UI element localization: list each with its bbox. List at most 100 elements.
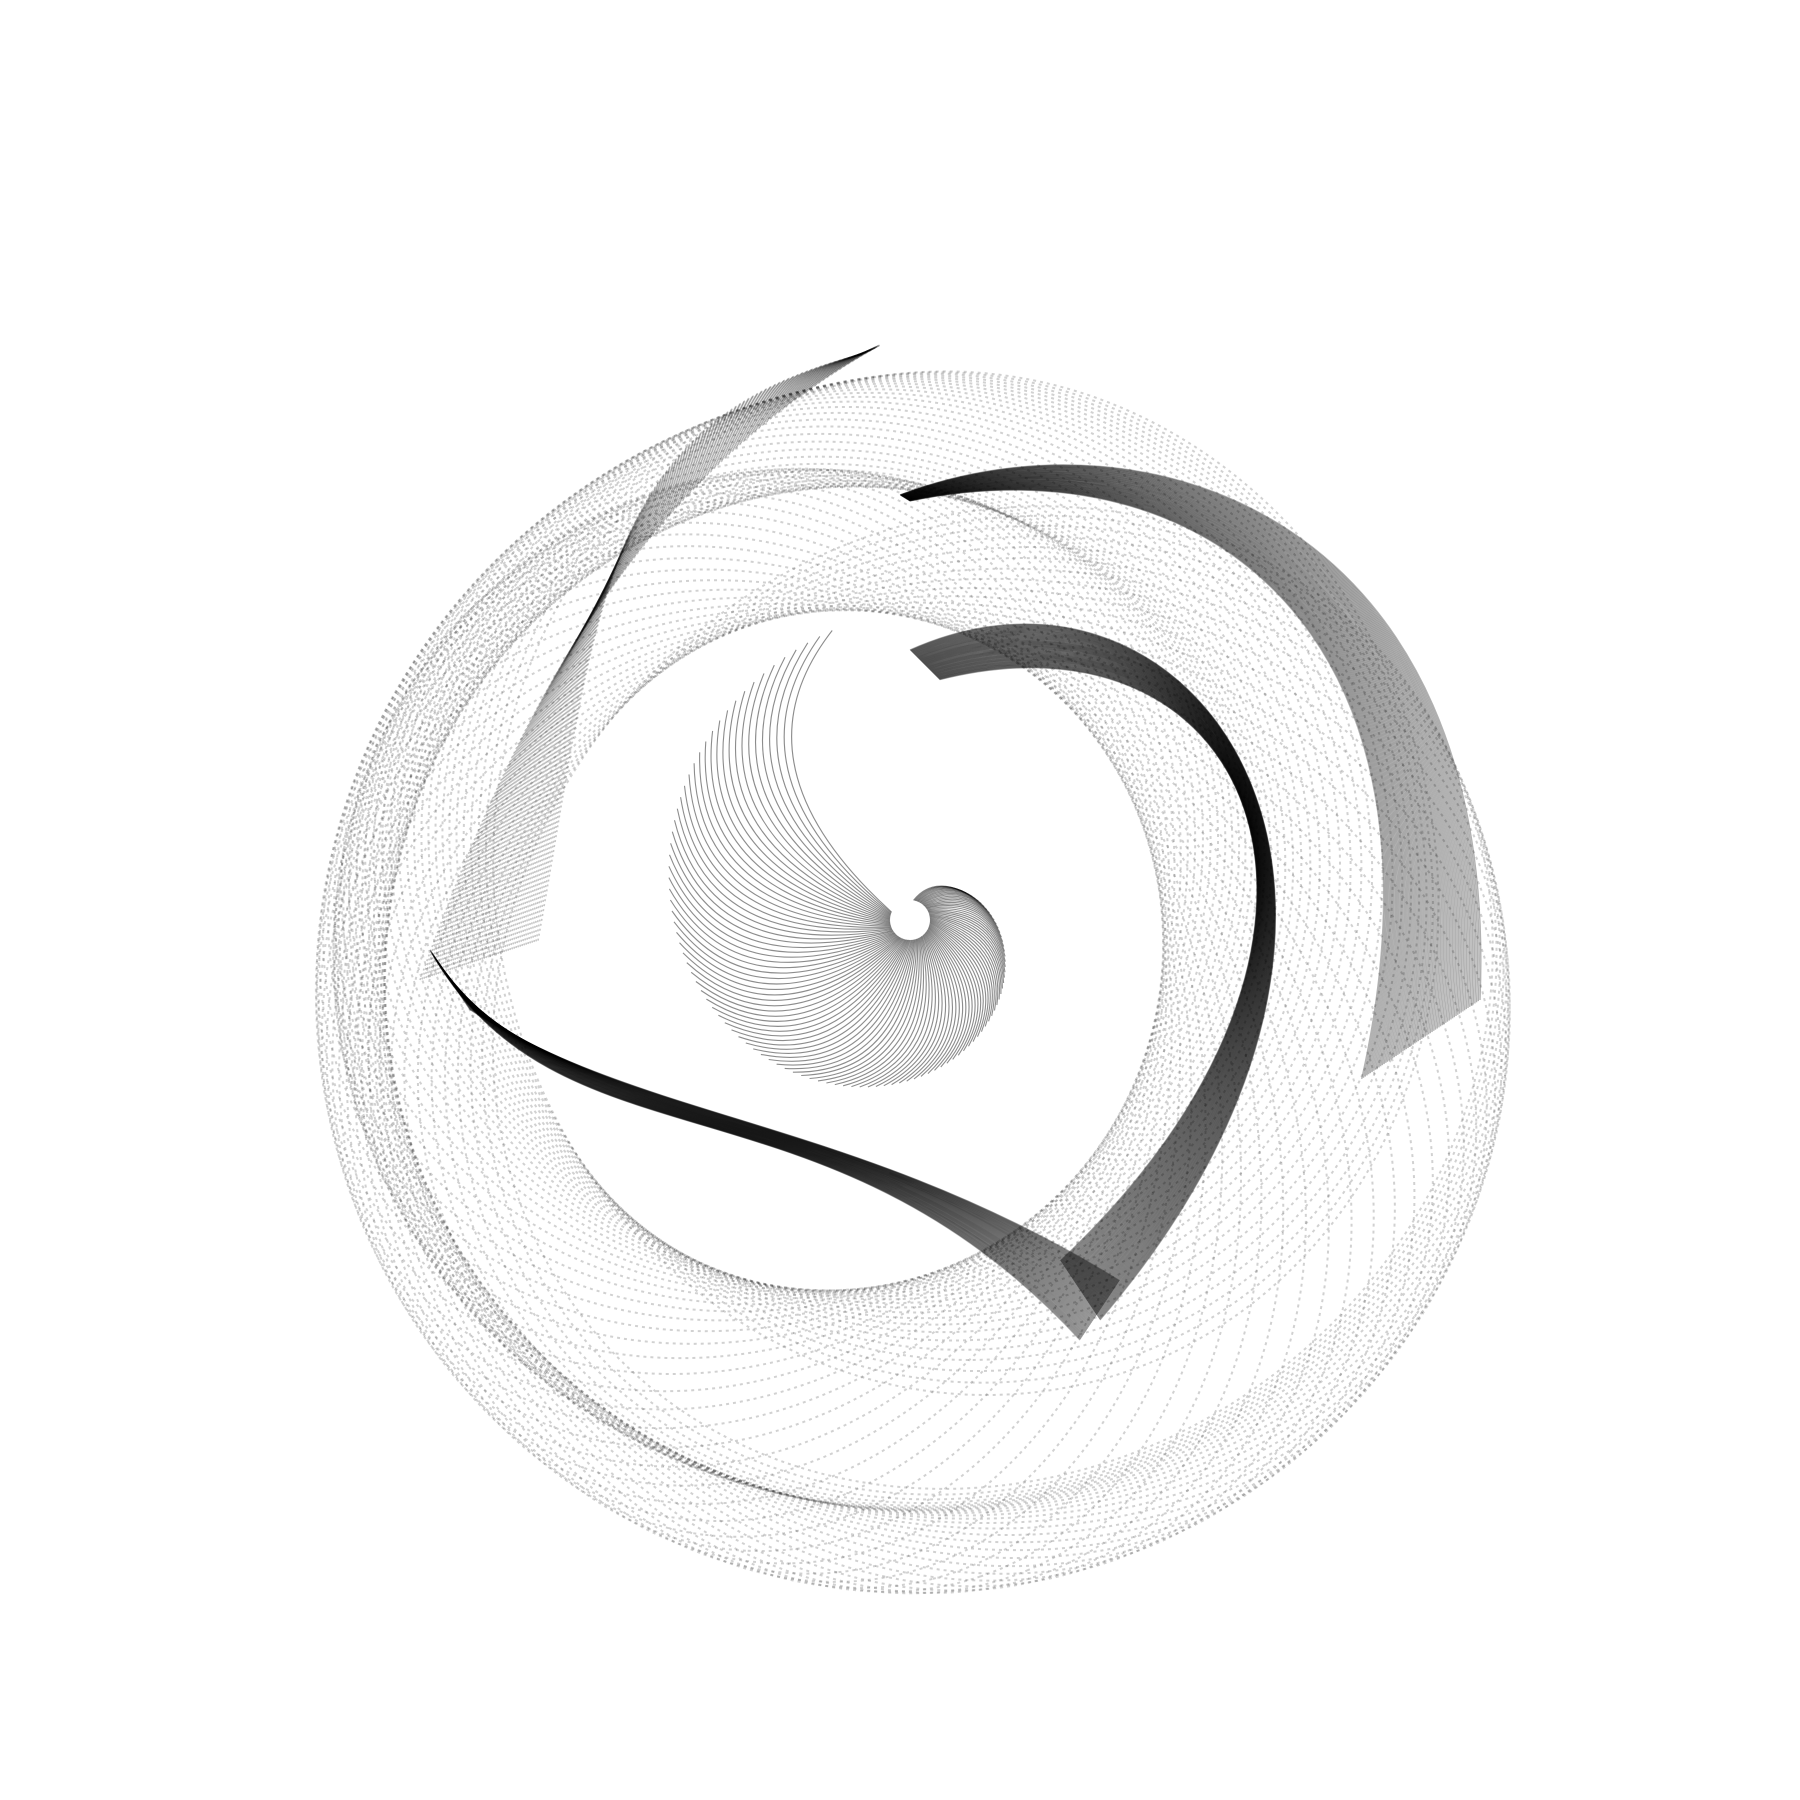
crescent-band-line xyxy=(914,630,1273,1312)
right-lobe-line xyxy=(905,479,1426,1043)
lower-wave-line xyxy=(439,964,1091,1326)
lower-wave-line xyxy=(459,994,1111,1296)
spiral-fan-line xyxy=(676,932,899,985)
flame-sweep-line xyxy=(491,350,869,957)
spiral-fan-line xyxy=(690,937,902,1007)
right-lobe-line xyxy=(899,464,1480,1002)
crescent-band-line xyxy=(915,631,1273,1310)
spiral-fan-line xyxy=(776,939,914,1066)
flame-sweep-line xyxy=(495,350,868,955)
crescent-band-line xyxy=(929,652,1263,1282)
flame-sweep-line xyxy=(423,344,880,979)
spiral-fan-line xyxy=(686,937,902,1001)
spiral-fan-line xyxy=(920,930,957,1077)
crescent-band-line xyxy=(931,655,1262,1278)
faint-ring xyxy=(413,395,1341,1305)
spiral-fan-line xyxy=(728,700,891,921)
spiral-fan-line xyxy=(676,808,893,933)
spiral-fan-line xyxy=(926,930,960,1074)
spiral-fan-line xyxy=(711,939,906,1027)
right-lobe-line xyxy=(907,483,1407,1059)
spiral-fan-line xyxy=(927,927,970,1064)
lower-wave-line xyxy=(441,966,1093,1324)
flame-sweep-line xyxy=(429,345,879,977)
right-lobe-line xyxy=(904,478,1429,1041)
spiral-fan-line xyxy=(673,820,893,936)
crescent-band-line xyxy=(915,632,1272,1309)
spiral-fan-line xyxy=(683,785,892,928)
right-lobe-line xyxy=(904,476,1436,1035)
lower-wave-line xyxy=(466,1004,1118,1286)
right-lobe-line xyxy=(908,487,1391,1074)
right-lobe-line xyxy=(908,486,1398,1067)
spiral-fan-line xyxy=(898,933,947,1084)
spiral-fan-line xyxy=(826,938,920,1084)
spiral-fan-line xyxy=(923,898,999,929)
right-lobe-line xyxy=(906,482,1411,1055)
faint-ring xyxy=(430,557,1510,1509)
spiral-fan-line xyxy=(929,916,1001,1000)
spiral-fan-line xyxy=(918,889,982,905)
spiral-fan-line xyxy=(926,905,1005,947)
spiral-fan-line xyxy=(921,894,993,917)
lower-wave-line xyxy=(464,1001,1116,1289)
crescent-band-line xyxy=(923,644,1267,1294)
faint-ring xyxy=(383,478,1193,1583)
right-lobe-line xyxy=(900,466,1472,1007)
spiral-fan-line xyxy=(671,831,894,940)
lower-wave-line xyxy=(455,988,1107,1302)
right-lobe-line xyxy=(903,474,1445,1028)
spiral-fan-line xyxy=(928,912,1005,978)
faint-ring xyxy=(355,440,1279,1292)
spiral-fan-line xyxy=(769,649,892,916)
right-lobe-line xyxy=(903,474,1443,1029)
faint-ring xyxy=(348,545,1330,1582)
spiral-fan-line xyxy=(913,931,953,1080)
lower-wave-line xyxy=(429,949,1081,1341)
spiral-fan-line xyxy=(919,891,988,911)
right-lobe-line xyxy=(902,473,1448,1026)
crescent-band-line xyxy=(919,638,1270,1301)
lower-wave-line xyxy=(455,988,1107,1302)
spiral-fan-line xyxy=(738,939,910,1046)
right-lobe-line xyxy=(901,468,1466,1012)
lower-wave-line xyxy=(445,972,1096,1318)
crescent-band-line xyxy=(911,626,1275,1317)
crescent-band-line xyxy=(910,623,1276,1320)
crescent-band-line xyxy=(915,632,1272,1310)
spiral-fan-line xyxy=(919,890,985,908)
core-spiral-fan-layer xyxy=(668,630,1006,1088)
lower-wave-line xyxy=(463,1000,1115,1290)
crescent-band-line xyxy=(934,660,1261,1271)
lower-wave-line xyxy=(447,976,1099,1314)
spiral-fan-line xyxy=(924,900,1001,933)
lower-wave-line xyxy=(443,970,1095,1320)
right-lobe-line xyxy=(901,468,1468,1011)
right-lobe-line xyxy=(903,475,1442,1030)
crescent-band-line xyxy=(921,640,1269,1298)
spiral-fan-line xyxy=(699,752,891,926)
flame-sweep-line xyxy=(519,352,864,947)
crescent-band-line xyxy=(931,656,1262,1277)
flame-sweep-line xyxy=(515,352,865,949)
spiral-fan-line xyxy=(792,939,916,1073)
crescent-band-line xyxy=(920,639,1269,1300)
right-lobe-line xyxy=(904,477,1433,1037)
spiral-fan-line xyxy=(929,921,989,1032)
right-lobe-line xyxy=(901,469,1461,1015)
lower-wave-line xyxy=(435,958,1087,1332)
spiral-fan-line xyxy=(929,919,993,1022)
crescent-band-line xyxy=(929,652,1264,1282)
right-lobe-line xyxy=(908,487,1392,1073)
flame-sweep-line xyxy=(493,350,868,956)
right-lobe-line xyxy=(909,488,1390,1075)
spiral-fan-line xyxy=(669,899,897,969)
mid-ring-layer xyxy=(419,344,1482,1080)
right-lobe-line xyxy=(909,488,1387,1077)
lower-wave-line xyxy=(451,982,1103,1308)
right-lobe-line xyxy=(905,480,1422,1046)
crescent-band-line xyxy=(910,624,1276,1319)
flame-sweep-line xyxy=(437,345,878,975)
right-lobe-line xyxy=(902,473,1449,1025)
